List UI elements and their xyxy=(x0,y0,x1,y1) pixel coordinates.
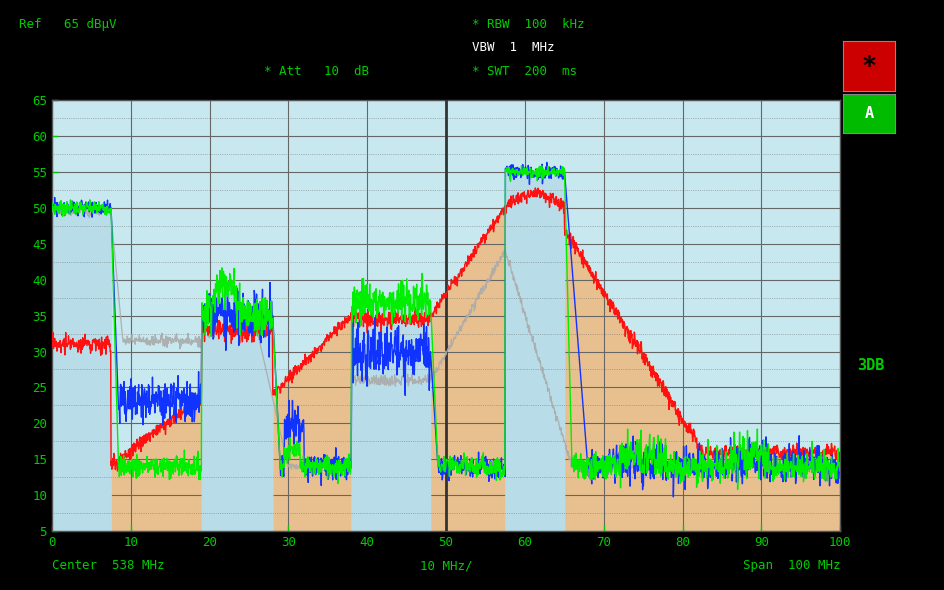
Text: Span  100 MHz: Span 100 MHz xyxy=(743,559,840,572)
Text: *: * xyxy=(862,54,876,78)
Text: Ref   65 dBμV: Ref 65 dBμV xyxy=(19,18,116,31)
Text: 10 MHz/: 10 MHz/ xyxy=(420,559,473,572)
Text: * SWT  200  ms: * SWT 200 ms xyxy=(472,65,577,78)
Text: VBW  1  MHz: VBW 1 MHz xyxy=(472,41,554,54)
Text: A: A xyxy=(865,106,873,121)
Text: * Att   10  dB: * Att 10 dB xyxy=(264,65,369,78)
Text: 3DB: 3DB xyxy=(857,358,885,373)
Text: Center  538 MHz: Center 538 MHz xyxy=(52,559,164,572)
Text: * RBW  100  kHz: * RBW 100 kHz xyxy=(472,18,584,31)
